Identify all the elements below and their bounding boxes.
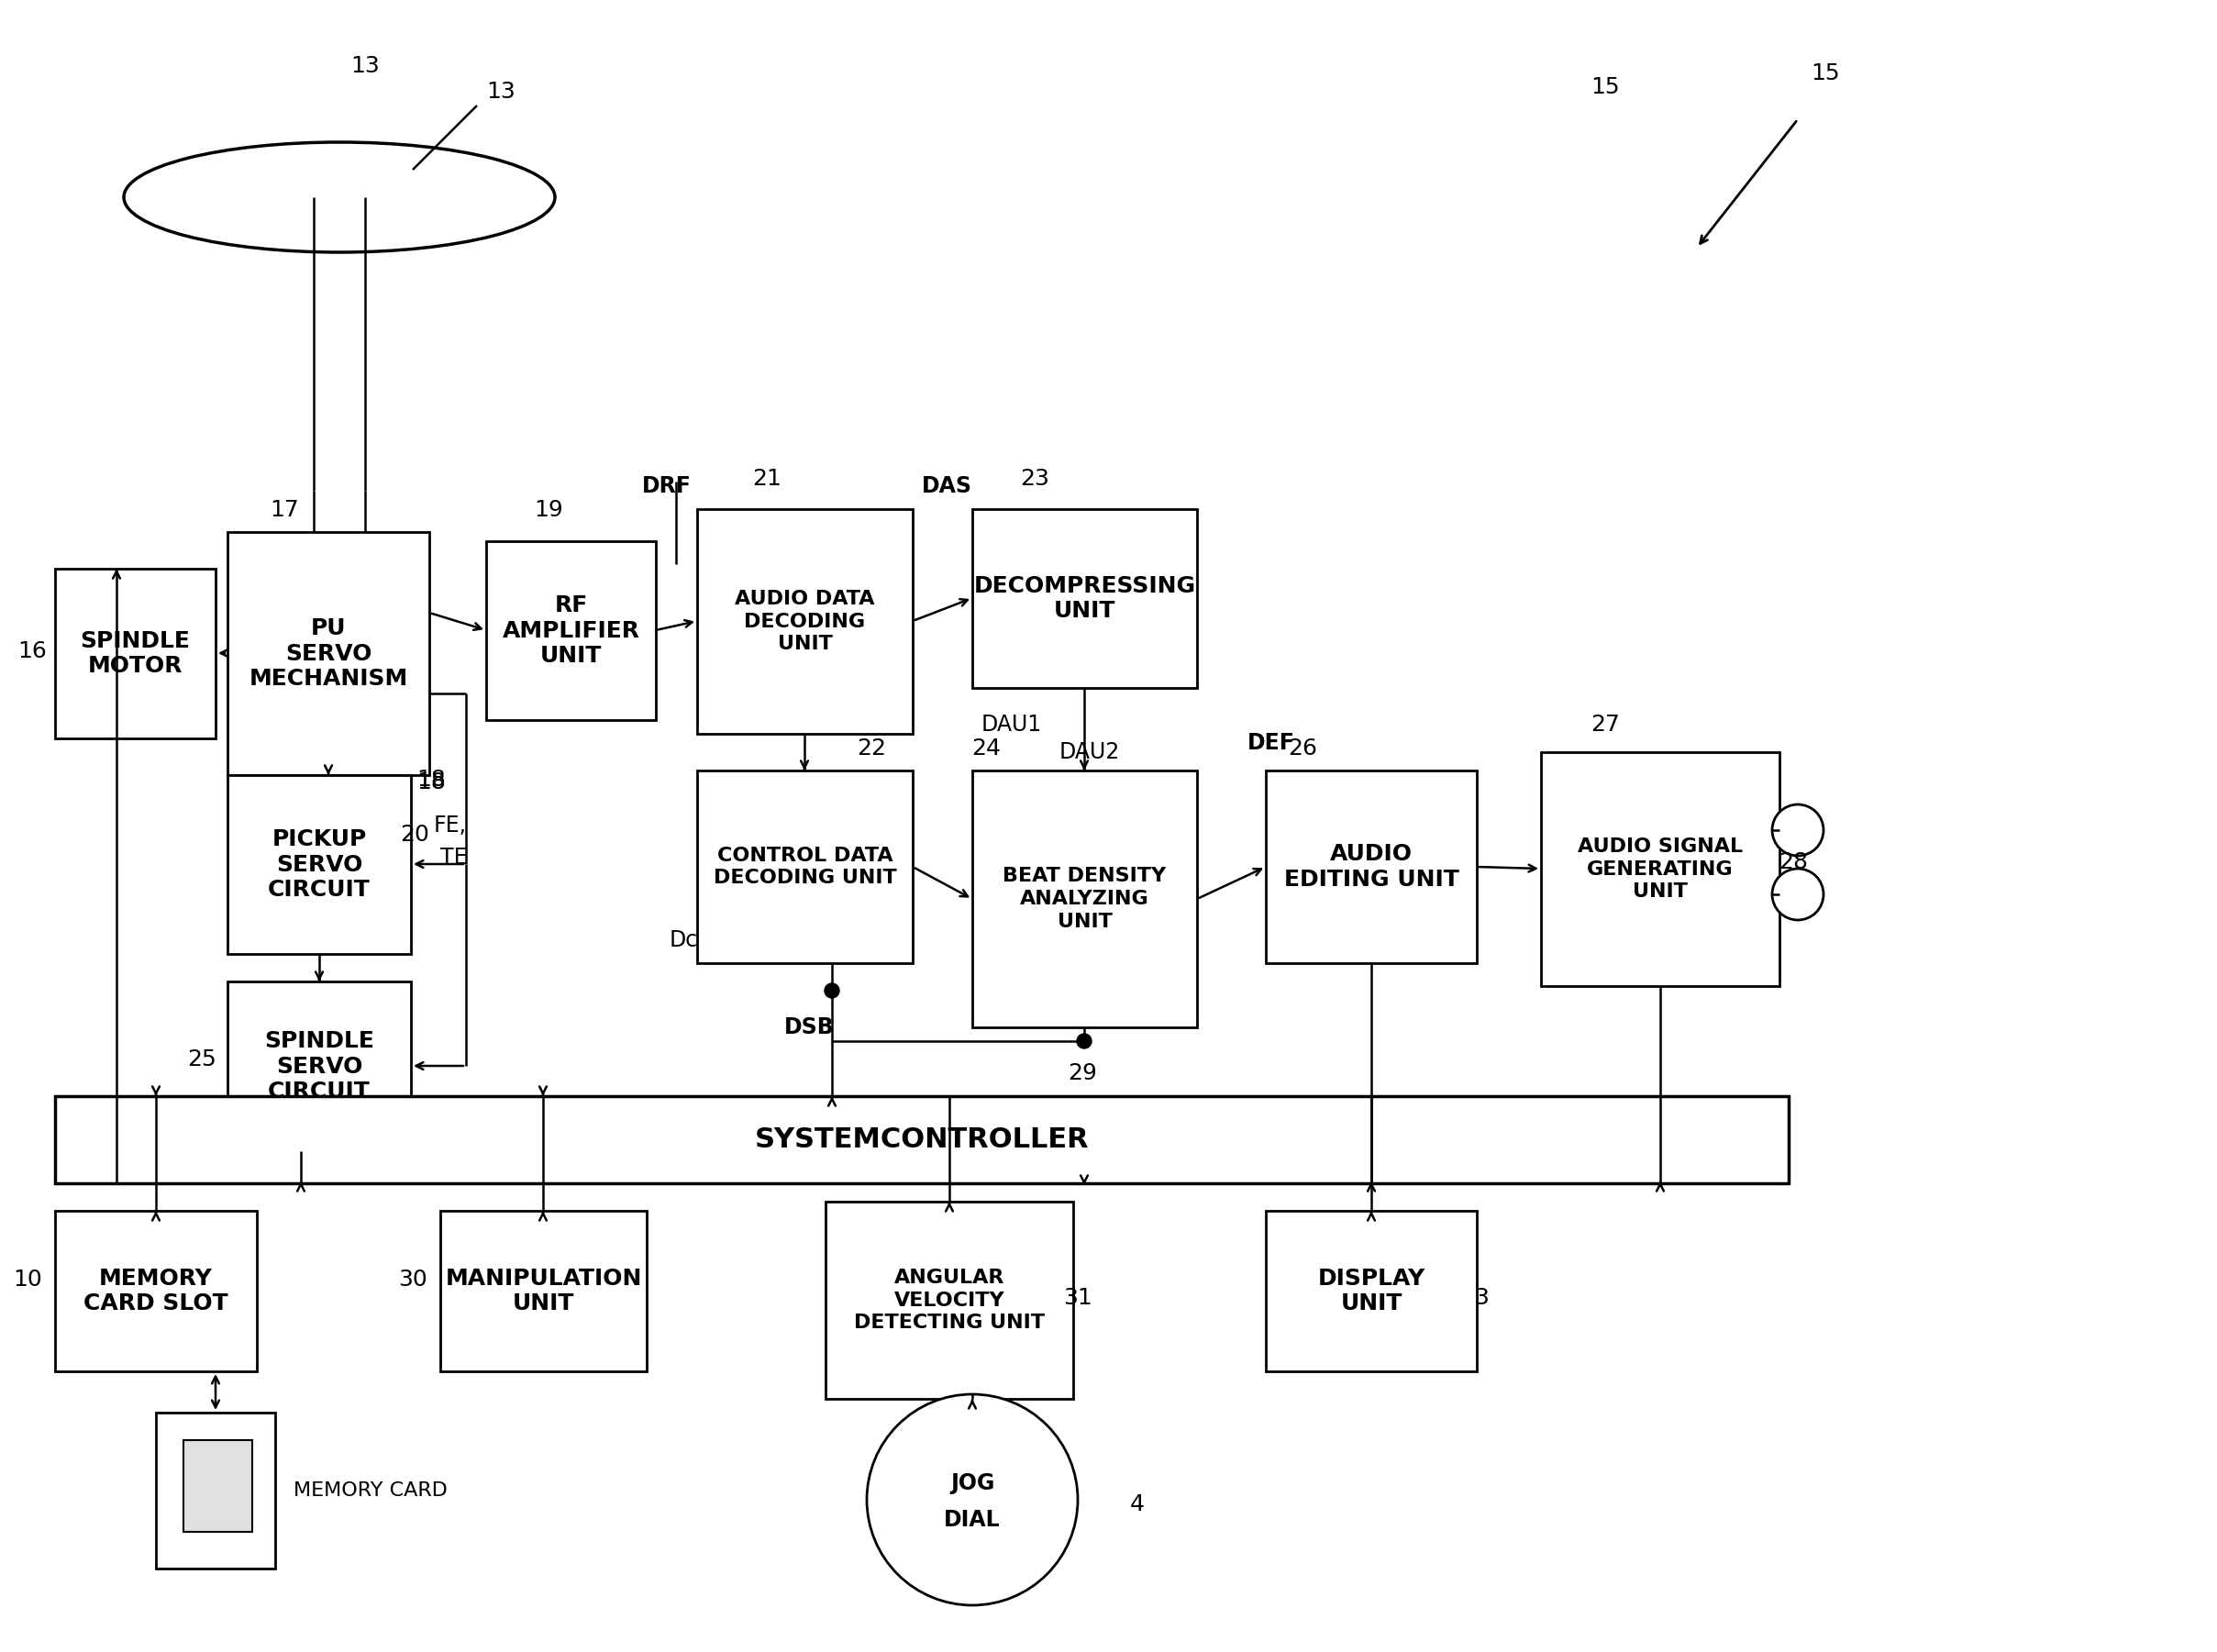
Text: 4: 4 [1131,1493,1144,1515]
Bar [696,509,913,733]
Text: 13: 13 [350,55,379,78]
Text: Dc: Dc [670,928,698,952]
Text: DIAL: DIAL [944,1508,1000,1531]
Text: AMPLIFIER: AMPLIFIER [503,620,641,641]
Bar [228,981,410,1151]
Text: UNIT: UNIT [1632,882,1687,900]
Bar [1266,1211,1477,1371]
Text: 18: 18 [417,771,446,793]
Text: SERVO: SERVO [275,854,364,876]
Text: 3: 3 [1474,1287,1488,1308]
Bar [228,775,410,953]
Bar [973,770,1197,1028]
Text: UNIT: UNIT [1341,1294,1401,1315]
Bar [55,568,215,738]
Text: 16: 16 [18,641,47,662]
Text: 26: 26 [1288,737,1317,760]
Text: UNIT: UNIT [1053,600,1115,623]
Text: 10: 10 [13,1269,42,1290]
Circle shape [825,983,840,998]
Text: AUDIO SIGNAL: AUDIO SIGNAL [1579,838,1743,856]
Text: SPINDLE: SPINDLE [80,629,191,653]
Text: GENERATING: GENERATING [1587,861,1734,879]
Text: 21: 21 [752,468,780,491]
Text: CIRCUIT: CIRCUIT [268,1080,370,1104]
Text: SERVO: SERVO [275,1056,364,1077]
Text: BEAT DENSITY: BEAT DENSITY [1002,867,1166,885]
Bar [486,542,656,720]
Bar [55,1211,257,1371]
Bar [155,1412,275,1568]
Text: AUDIO DATA: AUDIO DATA [736,590,876,608]
Bar [184,1441,253,1531]
Text: DECODING UNIT: DECODING UNIT [714,869,896,887]
Text: DECODING: DECODING [745,613,865,631]
Text: VELOCITY: VELOCITY [893,1292,1004,1310]
Text: DAU2: DAU2 [1060,742,1120,763]
Text: 27: 27 [1590,714,1621,735]
Bar [825,1201,1073,1399]
Bar [973,509,1197,687]
Text: 18: 18 [417,768,446,791]
Text: SPINDLE: SPINDLE [264,1029,375,1052]
Text: ANALYZING: ANALYZING [1020,890,1148,909]
Text: 28: 28 [1778,851,1807,874]
Text: 24: 24 [971,737,1000,760]
Text: PU: PU [310,616,346,639]
Text: DAS: DAS [922,476,973,497]
Text: MEMORY: MEMORY [100,1267,213,1289]
Text: DRF: DRF [643,476,692,497]
Text: UNIT: UNIT [1058,912,1113,930]
Text: 17: 17 [270,499,299,520]
Text: RF: RF [554,595,588,616]
Text: 30: 30 [399,1269,428,1290]
Text: 15: 15 [1811,63,1840,84]
Bar [1541,752,1780,986]
Text: AUDIO: AUDIO [1330,843,1412,866]
Bar [696,770,913,963]
Text: FE,: FE, [435,814,468,836]
Text: SYSTEMCONTROLLER: SYSTEMCONTROLLER [754,1127,1089,1153]
Text: SERVO: SERVO [286,643,372,664]
Text: 23: 23 [1020,468,1049,491]
Text: MEMORY CARD: MEMORY CARD [293,1482,448,1500]
Text: ANGULAR: ANGULAR [893,1269,1004,1287]
Text: 22: 22 [856,737,887,760]
Text: CARD SLOT: CARD SLOT [84,1294,228,1315]
Circle shape [1077,1034,1091,1049]
Text: CONTROL DATA: CONTROL DATA [716,846,893,864]
Text: CIRCUIT: CIRCUIT [268,879,370,900]
Text: 19: 19 [534,499,563,520]
Text: MANIPULATION: MANIPULATION [446,1267,641,1289]
Circle shape [1771,805,1825,856]
Text: TE: TE [441,846,468,869]
Bar [441,1211,647,1371]
Text: MOTOR: MOTOR [89,656,182,677]
Text: UNIT: UNIT [512,1294,574,1315]
Bar [1266,770,1477,963]
Text: MECHANISM: MECHANISM [248,667,408,691]
Text: PICKUP: PICKUP [273,828,366,849]
Text: DSB: DSB [785,1016,834,1039]
Text: JOG: JOG [951,1472,995,1493]
Circle shape [867,1394,1077,1606]
Text: DEF: DEF [1248,732,1295,753]
Text: EDITING UNIT: EDITING UNIT [1284,869,1459,890]
Text: 29: 29 [1069,1062,1097,1084]
Bar [228,532,430,775]
Text: 25: 25 [186,1049,217,1070]
Text: UNIT: UNIT [778,634,831,654]
Text: UNIT: UNIT [541,646,601,667]
Text: 13: 13 [486,81,514,102]
Text: 20: 20 [399,824,430,846]
Text: 31: 31 [1064,1287,1093,1308]
Text: DAU1: DAU1 [982,714,1042,735]
Text: DETECTING UNIT: DETECTING UNIT [854,1313,1044,1332]
Bar [55,1097,1789,1183]
Text: 15: 15 [1590,76,1621,97]
Circle shape [1771,869,1825,920]
Text: DECOMPRESSING: DECOMPRESSING [973,575,1195,596]
Text: DISPLAY: DISPLAY [1317,1267,1426,1289]
